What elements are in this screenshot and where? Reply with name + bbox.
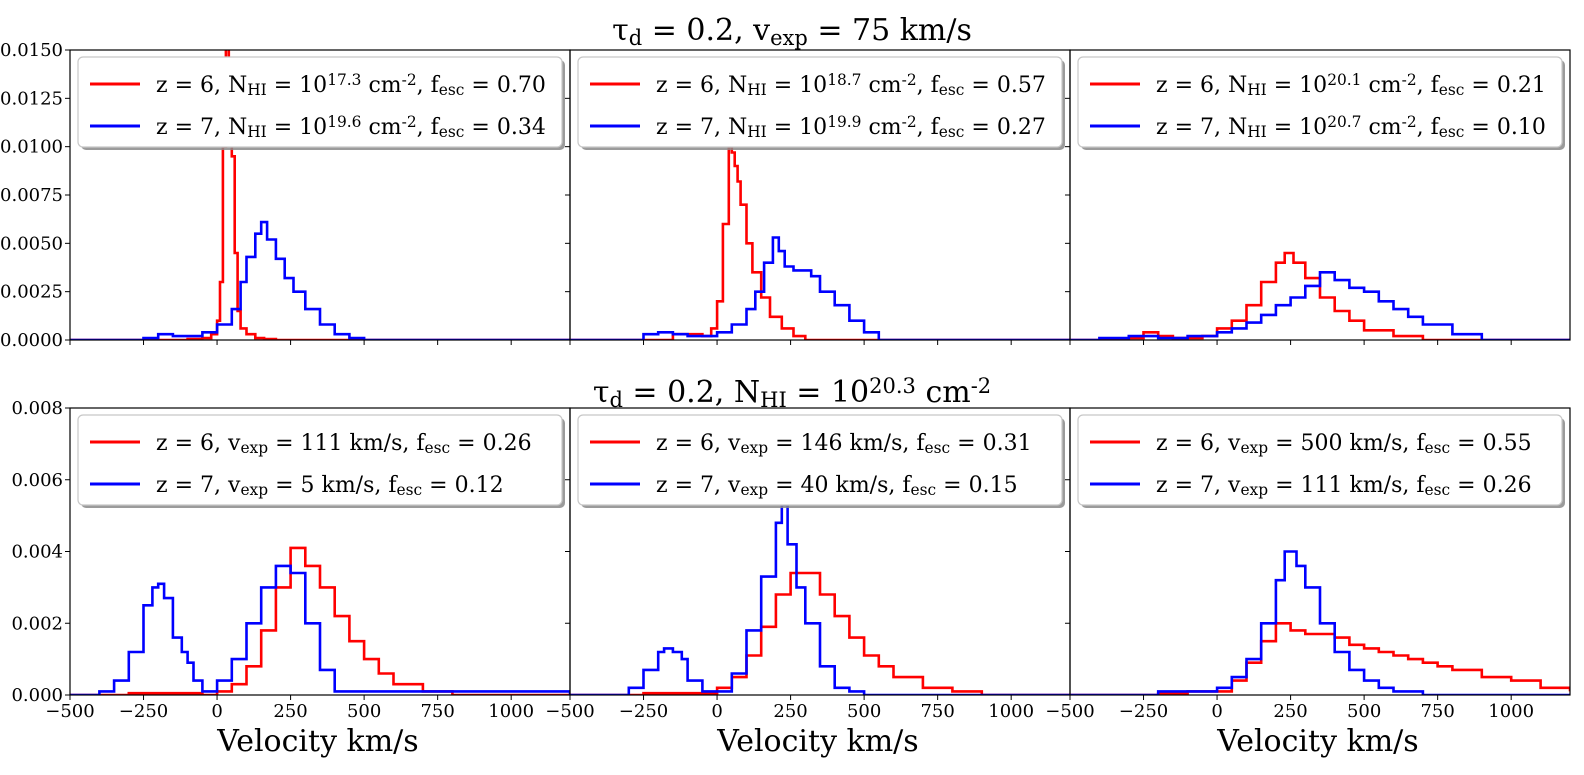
y-tick-label: 0.0075	[0, 185, 63, 206]
y-tick-label: 0.006	[11, 470, 63, 491]
series-blue-line	[1070, 550, 1570, 695]
series-red-line	[570, 571, 1070, 695]
y-tick-label: 0.000	[11, 685, 63, 706]
x-tick-label: 750	[1420, 701, 1454, 722]
series-group	[570, 503, 1070, 695]
y-tick-label: 0.0025	[0, 282, 63, 303]
series-blue-line	[70, 564, 570, 695]
panel-r2c2: −500 −250 0 250 500 750 1000 Velocity km/s z = 6…	[545, 407, 1071, 759]
y-tick-label: 0.0000	[0, 330, 63, 351]
legend-entry-blue: z = 7, vexp = 111 km/s, fesc = 0.26	[1156, 473, 1532, 499]
legend-box	[77, 56, 563, 148]
series-group	[570, 145, 1070, 340]
x-axis-label: Velocity km/s	[1216, 724, 1418, 759]
series-blue-line	[570, 503, 1070, 695]
x-axis-label: Velocity km/s	[216, 724, 418, 759]
series-blue-line	[1070, 271, 1570, 340]
x-tick-label: −500	[545, 701, 594, 722]
x-tick-label: −500	[45, 701, 94, 722]
series-blue-line	[70, 220, 570, 340]
legend: z = 6, vexp = 500 km/s, fesc = 0.55 z = 7…	[1077, 414, 1565, 508]
row-titles: τd = 0.2, vexp = 75 km/s τd = 0.2, NHI = …	[593, 13, 991, 412]
y-tick-label: 0.0150	[0, 40, 63, 61]
panel-r1c3: z = 6, NHI = 1020.1 cm-2, fesc = 0.21 z =…	[1065, 49, 1571, 345]
y-tick-label: 0.0100	[0, 137, 63, 158]
panel-r2c1: 0.000 0.002 0.004 0.006 0.008 −500 −250 0 250 500…	[11, 398, 571, 759]
series-red-line	[1070, 251, 1570, 340]
legend-entry-red: z = 6, vexp = 500 km/s, fesc = 0.55	[1156, 431, 1532, 457]
x-tick-label: −500	[1045, 701, 1094, 722]
series-group	[1070, 550, 1570, 695]
series-blue-line	[570, 236, 1070, 340]
y-tick-label: 0.0050	[0, 233, 63, 254]
y-tick-label: 0.008	[11, 398, 63, 419]
x-tick-label: 0	[1211, 701, 1222, 722]
panels: 0.00000.00250.00500.00750.01000.01250.01…	[0, 40, 1571, 759]
legend-box	[577, 56, 1063, 148]
series-red-line	[1070, 622, 1570, 695]
legend: z = 6, vexp = 111 km/s, fesc = 0.26 z = 7…	[77, 414, 565, 508]
x-tick-label: 500	[347, 701, 381, 722]
x-axis-label: Velocity km/s	[716, 724, 918, 759]
panel-r1c1: 0.0000 0.0025 0.0050 0.0075 0.0100 0.0125 0.01…	[0, 40, 571, 351]
series-red-line	[570, 145, 1070, 340]
panel-r2c3: −500 −250 0 250 500 750 1000 Velocity km/s z = 6…	[1045, 407, 1571, 759]
y-tick-label: 0.004	[11, 542, 63, 563]
x-tick-label: 1000	[1488, 701, 1534, 722]
x-tick-label: 1000	[488, 701, 534, 722]
x-tick-label: 250	[273, 701, 307, 722]
legend-entry-red: z = 6, vexp = 111 km/s, fesc = 0.26	[156, 431, 532, 457]
panel-r1c2: z = 6, NHI = 1018.7 cm-2, fesc = 0.57 z =…	[565, 49, 1071, 345]
legend-entry-blue: z = 7, NHI = 1019.6 cm-2, fesc = 0.34	[156, 113, 546, 141]
legend-box	[77, 414, 563, 506]
legend: z = 6, NHI = 1020.1 cm-2, fesc = 0.21 z =…	[1077, 56, 1565, 150]
x-tick-label: −250	[619, 701, 668, 722]
x-tick-label: 750	[420, 701, 454, 722]
legend-entry-red: z = 6, NHI = 1020.1 cm-2, fesc = 0.21	[1156, 71, 1546, 99]
row-title-1: τd = 0.2, vexp = 75 km/s	[612, 13, 972, 50]
legend-box	[1077, 56, 1563, 148]
legend-entry-blue: z = 7, vexp = 40 km/s, fesc = 0.15	[656, 473, 1018, 499]
legend-entry-red: z = 6, NHI = 1018.7 cm-2, fesc = 0.57	[656, 71, 1046, 99]
series-red-line	[70, 546, 570, 695]
x-tick-label: 500	[847, 701, 881, 722]
series-group	[1070, 251, 1570, 340]
legend-entry-blue: z = 7, NHI = 1020.7 cm-2, fesc = 0.10	[1156, 113, 1546, 141]
legend-entry-red: z = 6, vexp = 146 km/s, fesc = 0.31	[656, 431, 1032, 457]
row-title-2: τd = 0.2, NHI = 1020.3 cm-2	[593, 374, 991, 412]
x-tick-label: 0	[711, 701, 722, 722]
x-tick-label: −250	[1119, 701, 1168, 722]
legend: z = 6, NHI = 1018.7 cm-2, fesc = 0.57 z =…	[577, 56, 1065, 150]
x-tick-label: 250	[1273, 701, 1307, 722]
legend-box	[1077, 414, 1563, 506]
legend-entry-blue: z = 7, NHI = 1019.9 cm-2, fesc = 0.27	[656, 113, 1046, 141]
x-tick-label: 750	[920, 701, 954, 722]
x-tick-label: 250	[773, 701, 807, 722]
x-tick-label: 500	[1347, 701, 1381, 722]
x-tick-label: −250	[119, 701, 168, 722]
legend: z = 6, NHI = 1017.3 cm-2, fesc = 0.70 z =…	[77, 56, 565, 150]
legend-box	[577, 414, 1063, 506]
legend-entry-red: z = 6, NHI = 1017.3 cm-2, fesc = 0.70	[156, 71, 546, 99]
y-tick-label: 0.002	[11, 613, 63, 634]
legend: z = 6, vexp = 146 km/s, fesc = 0.31 z = 7…	[577, 414, 1065, 508]
y-tick-label: 0.0125	[0, 88, 63, 109]
x-tick-label: 0	[211, 701, 222, 722]
legend-entry-blue: z = 7, vexp = 5 km/s, fesc = 0.12	[156, 473, 504, 499]
series-group	[70, 546, 570, 695]
x-tick-label: 1000	[988, 701, 1034, 722]
